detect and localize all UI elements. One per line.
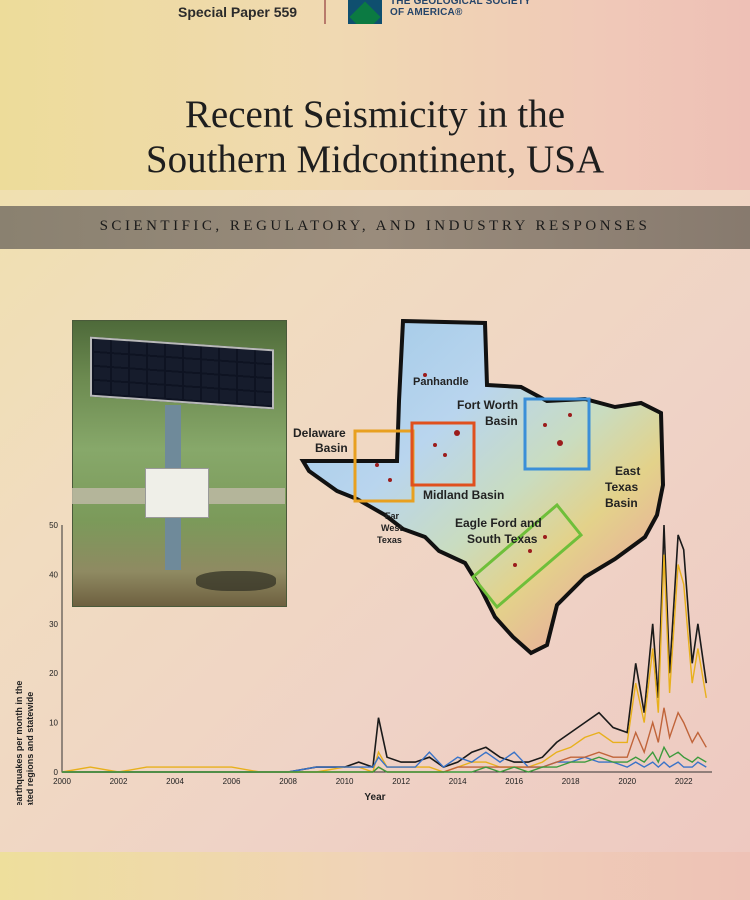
midland-basin-box <box>410 421 476 487</box>
header-divider <box>324 0 326 24</box>
series-label: Special Paper 559 <box>178 4 298 20</box>
y-tick-label: 30 <box>49 620 58 629</box>
delaware-label-2: Basin <box>315 441 348 455</box>
cover-footer-band <box>0 852 750 900</box>
x-tick-label: 2006 <box>223 777 241 786</box>
x-tick-label: 2016 <box>505 777 523 786</box>
solar-panel-icon <box>90 336 274 410</box>
series-line-0 <box>62 524 708 773</box>
y-axis-label-1: M_3.0+ earthquakes per month in the <box>14 681 24 805</box>
far-west-label-1: Far <box>385 511 400 521</box>
station-sign <box>145 468 209 518</box>
cover-header-band <box>0 0 750 190</box>
fort-worth-basin-box <box>523 397 591 471</box>
gsa-logo-icon <box>348 0 382 24</box>
far-west-label-3: Texas <box>377 535 402 545</box>
pole-shadow <box>196 571 276 591</box>
panhandle-label: Panhandle <box>413 376 469 388</box>
y-tick-label: 20 <box>49 669 58 678</box>
delaware-label-1: Delaware <box>293 426 346 440</box>
x-axis-label: Year <box>364 792 385 803</box>
x-tick-label: 2018 <box>562 777 580 786</box>
y-tick-label: 10 <box>49 719 58 728</box>
title-line-2: Southern Midcontinent, USA <box>145 138 605 181</box>
east-texas-label-2: Texas <box>605 480 638 494</box>
x-tick-label: 2002 <box>110 777 128 786</box>
earthquake-rate-chart: 0 10 20 30 40 50 2000 2002 2004 2006 2008 2010 2012 2… <box>14 521 712 805</box>
x-tick-label: 2010 <box>336 777 354 786</box>
eagle-ford-box <box>470 502 584 610</box>
y-tick-label: 0 <box>54 768 59 777</box>
eagle-ford-label-1: Eagle Ford and <box>455 516 542 530</box>
far-west-label-2: West <box>381 523 402 533</box>
x-tick-label: 2004 <box>166 777 184 786</box>
book-title: Recent Seismicity in the Southern Midcon… <box>0 92 750 182</box>
eagle-ford-label-2: South Texas <box>467 532 538 546</box>
y-tick-label: 50 <box>49 521 58 530</box>
x-tick-label: 2022 <box>675 777 693 786</box>
x-tick-label: 2000 <box>53 777 71 786</box>
east-texas-label-1: East <box>615 464 640 478</box>
fort-worth-label-2: Basin <box>485 414 518 428</box>
y-tick-label: 40 <box>49 570 58 579</box>
chart-axes <box>61 525 712 773</box>
x-tick-label: 2020 <box>618 777 636 786</box>
x-tick-label: 2012 <box>392 777 410 786</box>
title-line-1: Recent Seismicity in the <box>184 93 566 136</box>
x-tick-label: 2014 <box>449 777 467 786</box>
x-tick-label: 2008 <box>279 777 297 786</box>
midland-label: Midland Basin <box>423 488 504 502</box>
book-subtitle: SCIENTIFIC, REGULATORY, AND INDUSTRY RES… <box>99 218 651 234</box>
subtitle-bar <box>0 206 750 249</box>
texas-seismicity-map: Panhandle Fort Worth Basin Delaware Basi… <box>293 318 666 656</box>
fort-worth-label-1: Fort Worth <box>457 398 518 412</box>
east-texas-label-3: Basin <box>605 496 638 510</box>
publisher-name: THE GEOLOGICAL SOCIETY OF AMERICA® <box>390 0 531 18</box>
series-line-1 <box>61 554 707 773</box>
series-line-4 <box>62 745 707 773</box>
y-axis-label-2: indicated regions and statewide <box>25 692 35 805</box>
